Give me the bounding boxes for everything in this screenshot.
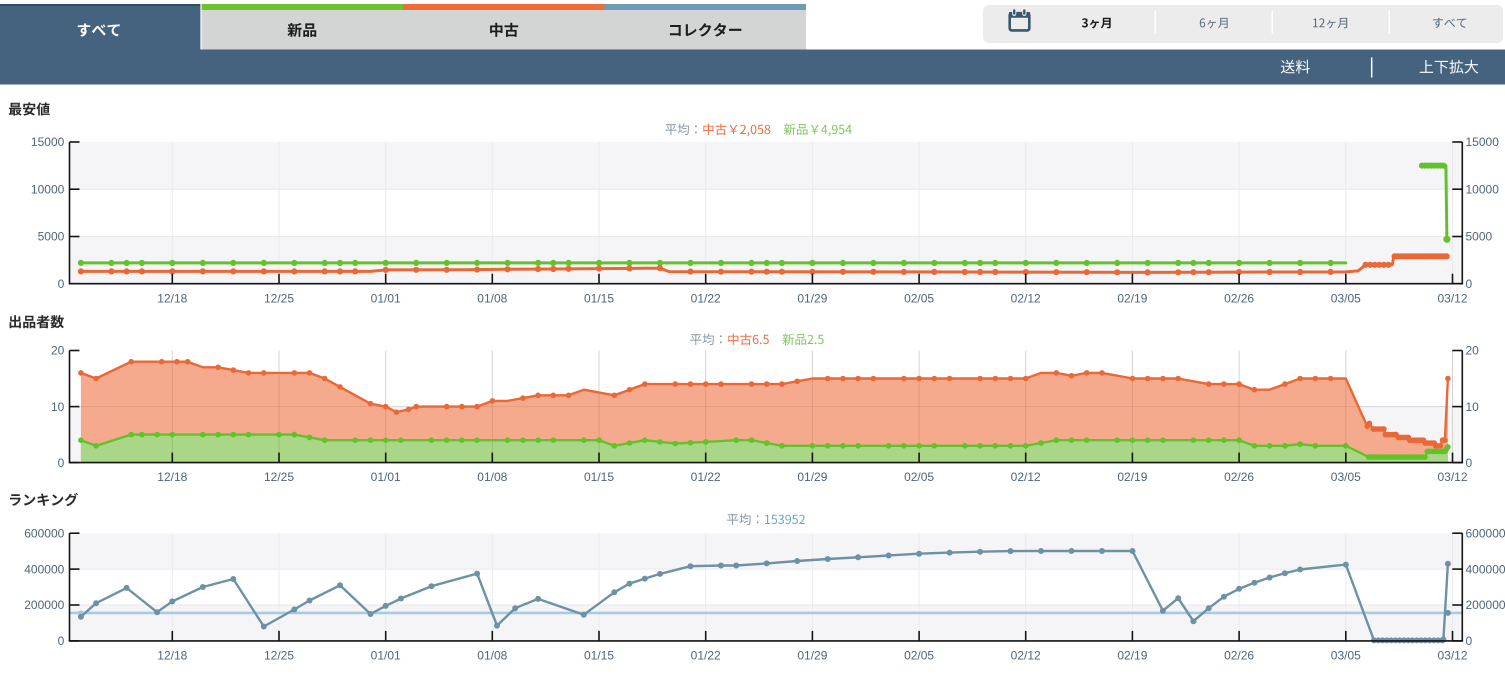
svg-text:01/29: 01/29	[797, 291, 827, 305]
svg-text:600000: 600000	[1466, 526, 1505, 540]
svg-text:12/18: 12/18	[157, 291, 187, 305]
svg-text:600000: 600000	[24, 526, 64, 540]
svg-text:12/18: 12/18	[157, 470, 187, 484]
svg-text:10: 10	[1466, 400, 1480, 414]
svg-text:02/05: 02/05	[904, 470, 934, 484]
svg-text:0: 0	[58, 456, 65, 470]
svg-text:01/15: 01/15	[584, 470, 614, 484]
svg-text:01/01: 01/01	[371, 291, 401, 305]
svg-text:5000: 5000	[1466, 230, 1493, 244]
svg-text:03/05: 03/05	[1331, 649, 1361, 663]
svg-text:02/19: 02/19	[1117, 649, 1147, 663]
svg-text:03/12: 03/12	[1437, 291, 1467, 305]
svg-text:15000: 15000	[31, 135, 65, 149]
svg-text:0: 0	[1466, 634, 1473, 648]
svg-text:0: 0	[1466, 277, 1473, 291]
svg-text:0: 0	[1466, 456, 1473, 470]
svg-text:200000: 200000	[24, 598, 64, 612]
svg-text:02/26: 02/26	[1224, 649, 1254, 663]
svg-text:02/12: 02/12	[1011, 291, 1041, 305]
svg-text:400000: 400000	[1466, 562, 1505, 576]
svg-text:12/18: 12/18	[157, 649, 187, 663]
svg-text:10000: 10000	[1466, 182, 1500, 196]
svg-text:01/08: 01/08	[477, 470, 507, 484]
svg-text:15000: 15000	[1466, 135, 1500, 149]
svg-text:02/26: 02/26	[1224, 291, 1254, 305]
svg-text:01/29: 01/29	[797, 470, 827, 484]
svg-text:02/19: 02/19	[1117, 470, 1147, 484]
svg-text:5000: 5000	[38, 230, 65, 244]
svg-text:03/12: 03/12	[1437, 649, 1467, 663]
svg-text:10: 10	[51, 400, 65, 414]
svg-text:400000: 400000	[24, 562, 64, 576]
svg-text:01/15: 01/15	[584, 291, 614, 305]
svg-text:01/29: 01/29	[797, 649, 827, 663]
svg-text:02/05: 02/05	[904, 649, 934, 663]
svg-text:20: 20	[51, 344, 65, 358]
svg-text:01/01: 01/01	[371, 470, 401, 484]
svg-text:01/08: 01/08	[477, 649, 507, 663]
svg-text:12/25: 12/25	[264, 470, 294, 484]
svg-text:10000: 10000	[31, 182, 65, 196]
svg-text:01/22: 01/22	[691, 470, 721, 484]
svg-text:01/01: 01/01	[371, 649, 401, 663]
svg-text:01/22: 01/22	[691, 649, 721, 663]
svg-text:02/19: 02/19	[1117, 291, 1147, 305]
svg-text:02/05: 02/05	[904, 291, 934, 305]
svg-text:01/15: 01/15	[584, 649, 614, 663]
svg-text:0: 0	[58, 634, 65, 648]
svg-text:12/25: 12/25	[264, 649, 294, 663]
svg-text:12/25: 12/25	[264, 291, 294, 305]
svg-text:02/26: 02/26	[1224, 470, 1254, 484]
svg-text:02/12: 02/12	[1011, 470, 1041, 484]
svg-text:02/12: 02/12	[1011, 649, 1041, 663]
svg-text:03/05: 03/05	[1331, 291, 1361, 305]
svg-text:0: 0	[58, 277, 65, 291]
svg-text:200000: 200000	[1466, 598, 1505, 612]
svg-text:20: 20	[1466, 344, 1480, 358]
svg-text:03/12: 03/12	[1437, 470, 1467, 484]
svg-text:01/08: 01/08	[477, 291, 507, 305]
svg-text:01/22: 01/22	[691, 291, 721, 305]
svg-text:03/05: 03/05	[1331, 470, 1361, 484]
